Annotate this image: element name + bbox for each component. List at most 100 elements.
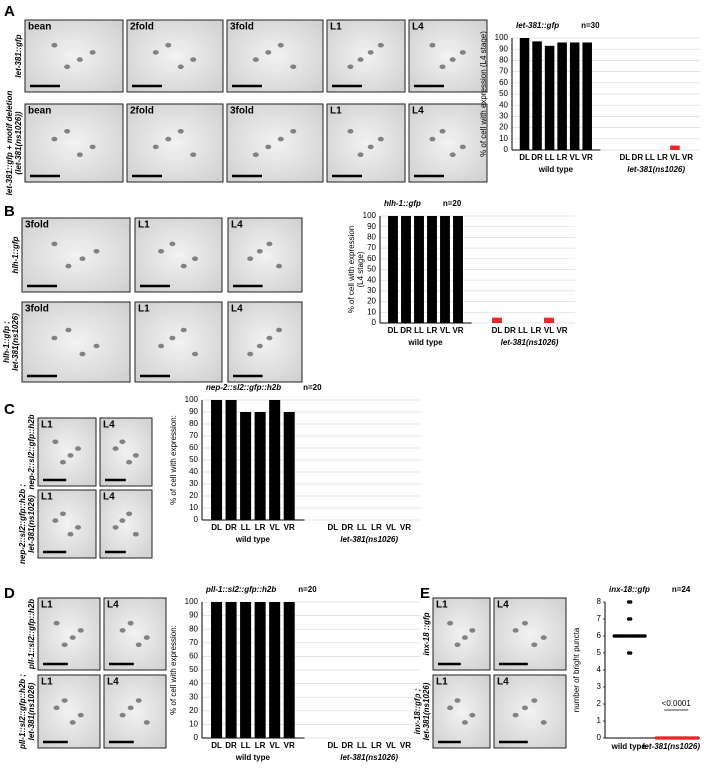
- group-label: wild type: [235, 753, 271, 762]
- y-tick-label: 90: [189, 407, 198, 416]
- micrograph: [103, 597, 167, 671]
- group-label: let-381(ns1026): [627, 165, 685, 174]
- nucleus: [177, 64, 184, 70]
- tile-label: L4: [412, 106, 424, 117]
- nucleus: [135, 698, 142, 703]
- tile-label: L4: [231, 220, 243, 231]
- nucleus: [265, 144, 272, 150]
- nucleus: [469, 712, 476, 718]
- chart-title: hlh-1::gfp: [384, 199, 421, 208]
- x-tick-label: LL: [545, 153, 555, 162]
- y-tick-label: 100: [495, 33, 509, 42]
- nucleus: [192, 351, 199, 357]
- nucleus: [165, 42, 172, 48]
- sample-size: n=20: [303, 383, 322, 392]
- nucleus: [119, 439, 126, 445]
- nucleus: [180, 263, 187, 269]
- y-tick-label: 40: [189, 679, 198, 688]
- nucleus: [143, 720, 150, 725]
- panel-letter: D: [4, 585, 15, 602]
- bar: [225, 400, 237, 520]
- nucleus: [89, 50, 96, 55]
- nucleus: [51, 241, 58, 247]
- y-tick-label: 50: [189, 665, 198, 674]
- x-tick-label: VL: [270, 523, 280, 532]
- y-tick-label: 90: [189, 611, 198, 620]
- tile-label: 3fold: [25, 220, 49, 231]
- bar: [427, 216, 437, 323]
- y-tick-label: 100: [185, 597, 199, 606]
- x-tick-label: DR: [632, 153, 644, 162]
- bar: [283, 602, 295, 738]
- nucleus: [79, 256, 86, 262]
- nucleus: [461, 635, 468, 640]
- x-tick-label: VL: [386, 523, 396, 532]
- y-tick-label: 0: [504, 145, 509, 154]
- nucleus: [454, 642, 461, 648]
- x-tick-label: DL: [211, 741, 222, 750]
- chart-title: let-381::gfp: [516, 21, 559, 30]
- nucleus: [290, 64, 297, 70]
- y-tick-label: 70: [189, 638, 198, 647]
- nucleus: [512, 712, 519, 718]
- nucleus: [459, 144, 466, 150]
- nucleus: [152, 50, 159, 55]
- sample-size: n=24: [672, 585, 691, 594]
- x-tick-label: LL: [241, 523, 251, 532]
- nucleus: [61, 642, 68, 648]
- nucleus: [512, 628, 519, 633]
- data-point: [628, 651, 633, 655]
- y-tick-label: 40: [367, 275, 376, 284]
- y-tick-label: 10: [367, 307, 376, 316]
- group-label: let-381(ns1026): [340, 535, 398, 544]
- y-axis-label: number of bright puncta: [572, 627, 581, 712]
- y-tick-label: 80: [367, 233, 376, 242]
- y-tick-label: 30: [499, 112, 508, 121]
- nucleus: [59, 459, 66, 465]
- micrograph: [37, 489, 97, 559]
- y-tick-label: 0: [194, 515, 199, 524]
- y-tick-label: 5: [597, 648, 602, 657]
- nucleus: [357, 152, 364, 157]
- nucleus: [461, 720, 468, 725]
- group-label: wild type: [407, 338, 443, 347]
- micrograph: [227, 301, 303, 383]
- nucleus: [52, 439, 59, 445]
- x-tick-label: DL: [619, 153, 630, 162]
- bar: [492, 317, 502, 323]
- nucleus: [449, 152, 456, 157]
- nucleus: [158, 249, 165, 254]
- tile-label: 3fold: [25, 304, 49, 315]
- x-tick-label: DR: [342, 523, 354, 532]
- y-tick-label: 30: [367, 286, 376, 295]
- y-tick-label: 2: [597, 699, 602, 708]
- tile-label: L1: [41, 492, 53, 503]
- micrograph: [126, 19, 224, 93]
- nucleus: [439, 129, 446, 134]
- nucleus: [449, 57, 456, 62]
- bar: [453, 216, 463, 323]
- tile-label: L1: [436, 677, 448, 688]
- y-tick-label: 100: [363, 211, 377, 220]
- bar: [582, 42, 592, 151]
- bar: [440, 216, 450, 323]
- tile-label: 3fold: [230, 22, 254, 33]
- nucleus: [247, 351, 254, 357]
- y-tick-label: 0: [194, 733, 199, 742]
- nucleus: [65, 263, 72, 269]
- y-tick-label: 100: [185, 395, 199, 404]
- nucleus: [447, 705, 454, 711]
- x-tick-label: DR: [504, 326, 516, 335]
- x-tick-label: LL: [645, 153, 655, 162]
- nucleus: [75, 446, 82, 451]
- tile-label: L4: [497, 677, 509, 688]
- nucleus: [459, 50, 466, 55]
- nucleus: [51, 136, 58, 142]
- x-tick-label: LR: [371, 741, 382, 750]
- micrograph: [134, 301, 223, 383]
- x-tick-label: LR: [531, 326, 542, 335]
- nucleus: [192, 256, 199, 262]
- bar: [254, 602, 266, 738]
- nucleus: [126, 511, 133, 517]
